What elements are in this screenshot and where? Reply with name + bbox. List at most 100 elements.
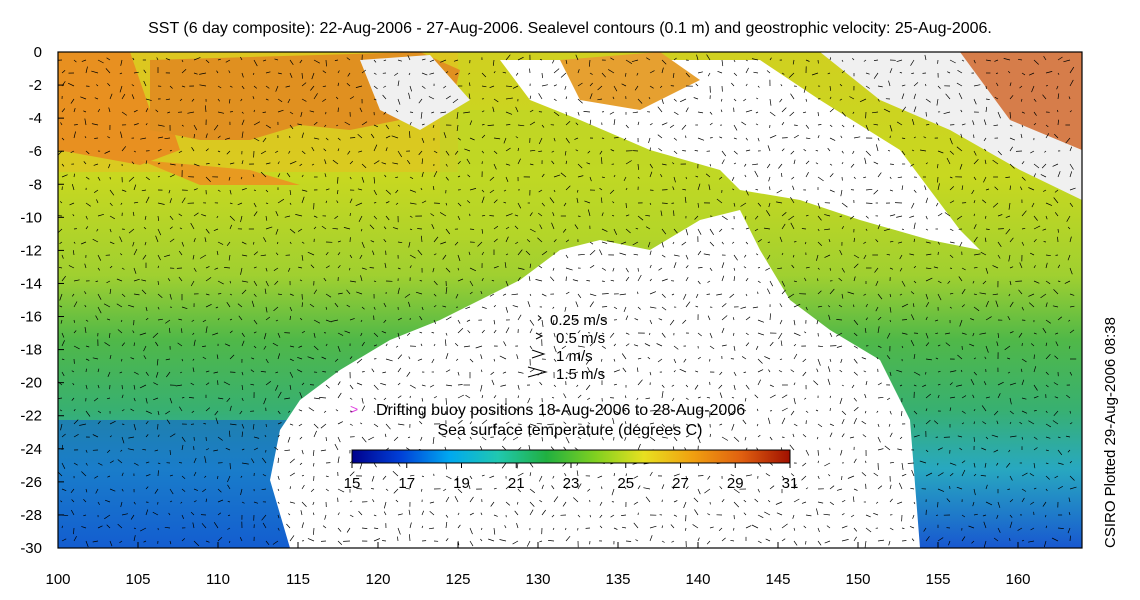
velocity-arrow [216, 215, 219, 219]
velocity-arrow [1057, 264, 1061, 269]
velocity-arrow [985, 345, 989, 353]
velocity-arrow [1009, 137, 1016, 141]
velocity-arrow [204, 456, 207, 464]
velocity-arrow [224, 343, 231, 347]
velocity-arrow [529, 509, 534, 516]
velocity-arrow [324, 514, 327, 520]
velocity-arrow [685, 254, 689, 260]
velocity-arrow [277, 410, 281, 415]
velocity-arrow [1019, 85, 1023, 89]
velocity-arrow [261, 457, 267, 464]
velocity-arrow [623, 306, 627, 313]
velocity-arrow [949, 382, 953, 386]
velocity-arrow [973, 213, 975, 217]
velocity-arrow [241, 332, 245, 337]
velocity-arrow [1033, 410, 1037, 412]
map-axes: 100 105 110 115 120 125 130 135 140 145 150 155 1600… [20, 44, 1083, 588]
velocity-arrow [649, 306, 657, 309]
velocity-arrow [152, 332, 159, 339]
velocity-arrow [370, 240, 375, 243]
velocity-arrow [788, 215, 795, 221]
velocity-arrow [733, 72, 738, 77]
velocity-arrow [745, 293, 748, 297]
velocity-arrow [445, 462, 447, 470]
velocity-arrow [741, 356, 747, 360]
velocity-arrow [73, 241, 76, 244]
velocity-arrow [241, 254, 248, 257]
velocity-arrow [347, 150, 351, 155]
velocity-arrow [781, 417, 786, 425]
velocity-arrow [636, 367, 639, 373]
velocity-arrow [968, 525, 975, 529]
velocity-arrow [73, 131, 76, 139]
velocity-arrow [673, 262, 677, 269]
velocity-arrow [840, 189, 843, 197]
velocity-arrow [801, 501, 807, 504]
velocity-arrow [193, 457, 197, 464]
velocity-arrow [959, 319, 963, 327]
velocity-arrow [577, 111, 580, 116]
velocity-arrow [841, 202, 848, 208]
velocity-arrow [1054, 189, 1059, 193]
velocity-arrow [337, 381, 341, 386]
velocity-arrow [745, 384, 750, 390]
velocity-arrow [1045, 262, 1048, 269]
velocity-arrow [73, 279, 80, 282]
velocity-arrow [301, 522, 304, 529]
velocity-arrow [84, 118, 87, 126]
velocity-arrow [935, 357, 939, 360]
velocity-arrow [863, 293, 867, 296]
velocity-arrow [973, 224, 977, 230]
velocity-arrow [457, 254, 461, 262]
velocity-arrow [157, 162, 161, 165]
velocity-arrow [937, 150, 944, 154]
lat-tick-label: -22 [20, 408, 42, 425]
velocity-arrow [109, 488, 116, 492]
velocity-arrow [307, 251, 315, 256]
velocity-arrow [925, 215, 928, 220]
velocity-arrow [828, 314, 831, 321]
velocity-arrow [838, 304, 843, 308]
velocity-arrow [405, 487, 411, 490]
velocity-arrow [852, 58, 855, 61]
velocity-arrow [913, 384, 917, 387]
velocity-arrow [763, 227, 771, 230]
velocity-arrow [840, 449, 843, 456]
velocity-arrow [802, 358, 807, 363]
velocity-arrow [601, 228, 608, 232]
velocity-arrow [469, 188, 477, 191]
velocity-arrow [164, 526, 171, 529]
velocity-arrow [751, 58, 759, 61]
velocity-arrow [229, 293, 233, 296]
velocity-arrow [469, 410, 473, 413]
velocity-arrow [925, 267, 932, 270]
velocity-arrow [155, 341, 159, 347]
velocity-arrow [649, 291, 657, 295]
velocity-arrow [501, 445, 507, 451]
velocity-arrow [253, 280, 258, 286]
velocity-arrow [541, 293, 547, 297]
velocity-arrow [337, 82, 339, 87]
velocity-arrow [70, 150, 75, 154]
velocity-arrow [733, 267, 736, 271]
velocity-arrow [1033, 173, 1037, 178]
velocity-arrow [824, 228, 831, 231]
velocity-arrow [1030, 501, 1035, 505]
velocity-arrow [468, 72, 471, 75]
velocity-arrow [873, 161, 879, 165]
velocity-arrow [121, 436, 125, 444]
velocity-arrow [877, 326, 880, 334]
velocity-arrow [517, 124, 525, 127]
velocity-arrow [181, 59, 184, 63]
velocity-arrow [646, 57, 651, 61]
velocity-arrow [193, 267, 197, 272]
velocity-arrow [1063, 59, 1071, 63]
velocity-arrow [850, 163, 855, 168]
velocity-arrow [457, 371, 460, 376]
velocity-arrow [480, 290, 483, 295]
velocity-arrow [876, 357, 879, 360]
velocity-arrow [793, 498, 800, 503]
velocity-arrow [337, 512, 340, 516]
velocity-arrow [265, 316, 271, 321]
velocity-arrow [1009, 237, 1014, 243]
